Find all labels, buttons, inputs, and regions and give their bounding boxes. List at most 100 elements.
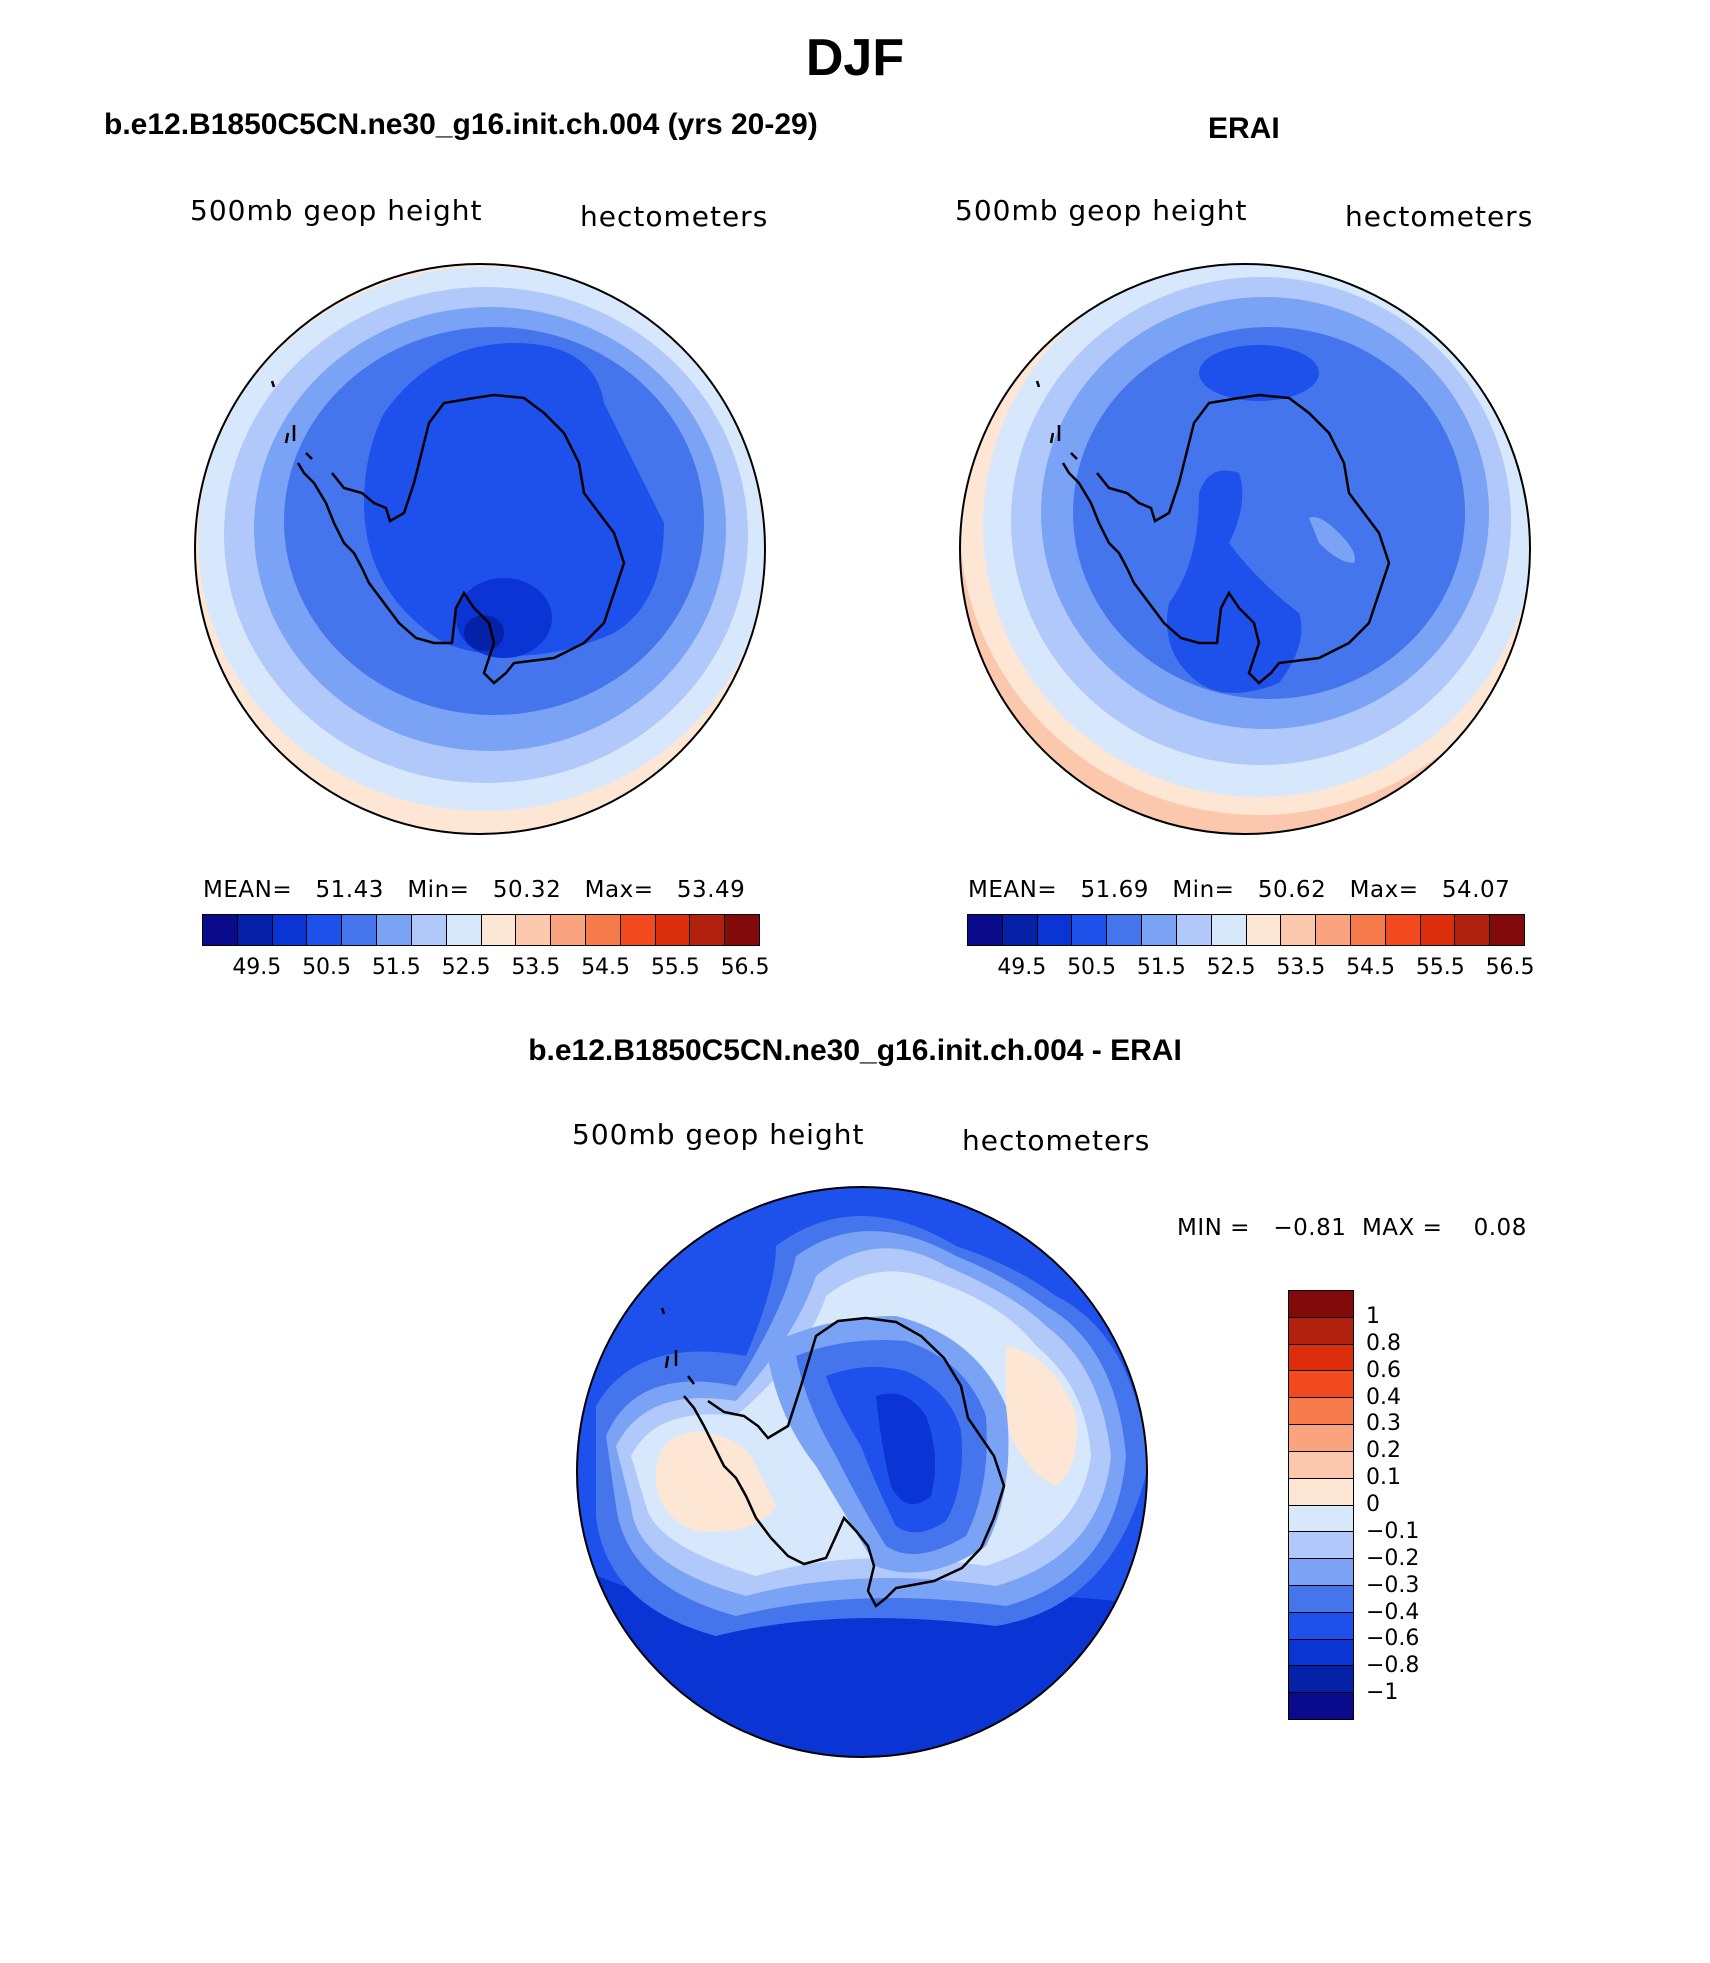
colorbar-swatch (307, 915, 343, 945)
colorbar-tick-label: 52.5 (441, 955, 491, 980)
colorbar-swatch (1002, 915, 1038, 945)
colorbar-tick-label: 1 (1366, 1303, 1380, 1329)
colorbar-swatch (377, 915, 412, 945)
model-map-border (194, 263, 766, 835)
colorbar-tick-label: −0.3 (1366, 1572, 1420, 1598)
colorbar-swatch (411, 915, 447, 945)
colorbar-swatch (272, 915, 308, 945)
colorbar-swatch (1289, 1344, 1353, 1372)
colorbar-swatch (1281, 915, 1317, 945)
colorbar-tick-label: 50.5 (302, 955, 352, 980)
colorbar-tick-label: 54.5 (581, 955, 631, 980)
colorbar-tick-label: 53.5 (1276, 955, 1326, 980)
colorbar-swatch (1107, 915, 1143, 945)
diff-coastline (683, 1316, 1006, 1608)
colorbar-swatch (1211, 915, 1247, 945)
colorbar-swatch (585, 915, 621, 945)
colorbar-swatch (481, 915, 517, 945)
model-coastline (296, 393, 626, 685)
colorbar-tick-label: 0.2 (1366, 1438, 1401, 1464)
colorbar-swatch (1142, 915, 1177, 945)
figure-title: DJF (805, 29, 905, 87)
colorbar-tick-label: 52.5 (1206, 955, 1256, 980)
colorbar-swatch (237, 915, 273, 945)
colorbar-swatch (1490, 915, 1524, 945)
colorbar-swatch (1289, 1532, 1353, 1560)
colorbar-swatch (1289, 1371, 1353, 1399)
colorbar-tick-label: 51.5 (1136, 955, 1186, 980)
colorbar-swatch (968, 915, 1003, 945)
colorbar-swatch (1289, 1559, 1353, 1586)
colorbar-tick-label: 55.5 (1415, 955, 1465, 980)
colorbar-tick-label: 0.3 (1366, 1411, 1401, 1437)
model-map-edge-detail (195, 377, 204, 389)
model-peninsula-islands (270, 380, 313, 460)
obs-stats: MEAN= 51.69 Min= 50.62 Max= 54.07 (968, 877, 1511, 903)
model-colorbar-ticks: 49.5 50.5 51.5 52.5 53.5 54.5 55.5 56.5 (202, 955, 769, 985)
obs-map-border (959, 263, 1531, 835)
colorbar-swatch (690, 915, 726, 945)
colorbar-tick-label: 53.5 (511, 955, 561, 980)
colorbar-swatch (551, 915, 586, 945)
colorbar-swatch (342, 915, 378, 945)
diff-units-label: hectometers (962, 1124, 1151, 1157)
obs-polar-map (959, 263, 1531, 835)
colorbar-swatch (1316, 915, 1351, 945)
colorbar-tick-label: 56.5 (720, 955, 770, 980)
colorbar-tick-label: −0.1 (1366, 1518, 1420, 1544)
colorbar-swatch (1289, 1451, 1353, 1479)
colorbar-swatch (446, 915, 482, 945)
model-units-label: hectometers (580, 200, 769, 233)
colorbar-swatch (1289, 1291, 1353, 1318)
colorbar-tick-label: −1 (1366, 1680, 1399, 1706)
colorbar-tick-label: 54.5 (1346, 955, 1396, 980)
colorbar-swatch (1289, 1666, 1353, 1694)
colorbar-swatch (1420, 915, 1456, 945)
colorbar-swatch (1289, 1505, 1353, 1533)
colorbar-swatch (1037, 915, 1073, 945)
colorbar-tick-label: −0.6 (1366, 1626, 1420, 1652)
colorbar-tick-label: 49.5 (232, 955, 282, 980)
colorbar-tick-label: 0.4 (1366, 1384, 1401, 1410)
colorbar-swatch (1176, 915, 1212, 945)
obs-units-label: hectometers (1345, 200, 1534, 233)
colorbar-swatch (1289, 1693, 1353, 1719)
model-stats: MEAN= 51.43 Min= 50.32 Max= 53.49 (203, 877, 746, 903)
obs-colorbar-ticks: 49.5 50.5 51.5 52.5 53.5 54.5 55.5 56.5 (967, 955, 1534, 985)
colorbar-swatch (1455, 915, 1491, 945)
colorbar-swatch (516, 915, 552, 945)
diff-polar-map (576, 1186, 1148, 1758)
colorbar-swatch (725, 915, 759, 945)
colorbar-tick-label: −0.8 (1366, 1653, 1420, 1679)
diff-map-border (576, 1186, 1148, 1758)
obs-variable-label: 500mb geop height (955, 194, 1248, 227)
model-variable-label: 500mb geop height (190, 194, 483, 227)
colorbar-tick-label: 56.5 (1485, 955, 1535, 980)
colorbar-swatch (1289, 1612, 1353, 1640)
colorbar-tick-label: 0.6 (1366, 1357, 1401, 1383)
obs-peninsula-islands (1035, 380, 1078, 460)
diff-contour-band (1006, 1346, 1077, 1486)
diff-colorbar (1288, 1290, 1354, 1720)
colorbar-swatch (620, 915, 656, 945)
colorbar-swatch (1289, 1425, 1353, 1452)
diff-contour-band (656, 1431, 776, 1532)
diff-peninsula-islands (660, 1307, 695, 1385)
obs-coastline (1061, 393, 1391, 685)
colorbar-tick-label: 0.1 (1366, 1465, 1401, 1491)
colorbar-tick-label: 0.8 (1366, 1330, 1401, 1356)
obs-contour-band (1199, 345, 1319, 401)
colorbar-swatch (1289, 1478, 1353, 1506)
colorbar-swatch (1289, 1398, 1353, 1426)
colorbar-swatch (1350, 915, 1386, 945)
model-colorbar (202, 914, 760, 946)
obs-contour-band (1309, 517, 1355, 563)
diff-variable-label: 500mb geop height (572, 1118, 865, 1151)
colorbar-tick-label: 55.5 (650, 955, 700, 980)
colorbar-swatch (1385, 915, 1421, 945)
model-contour-band (464, 615, 504, 651)
colorbar-swatch (1072, 915, 1108, 945)
colorbar-swatch (1289, 1585, 1353, 1613)
diff-colorbar-ticks: 1 0.8 0.6 0.4 0.3 0.2 0.1 0 −0.1 −0.2 −0.3 −0.4 −0.6… (1366, 1290, 1506, 1720)
obs-colorbar (967, 914, 1525, 946)
